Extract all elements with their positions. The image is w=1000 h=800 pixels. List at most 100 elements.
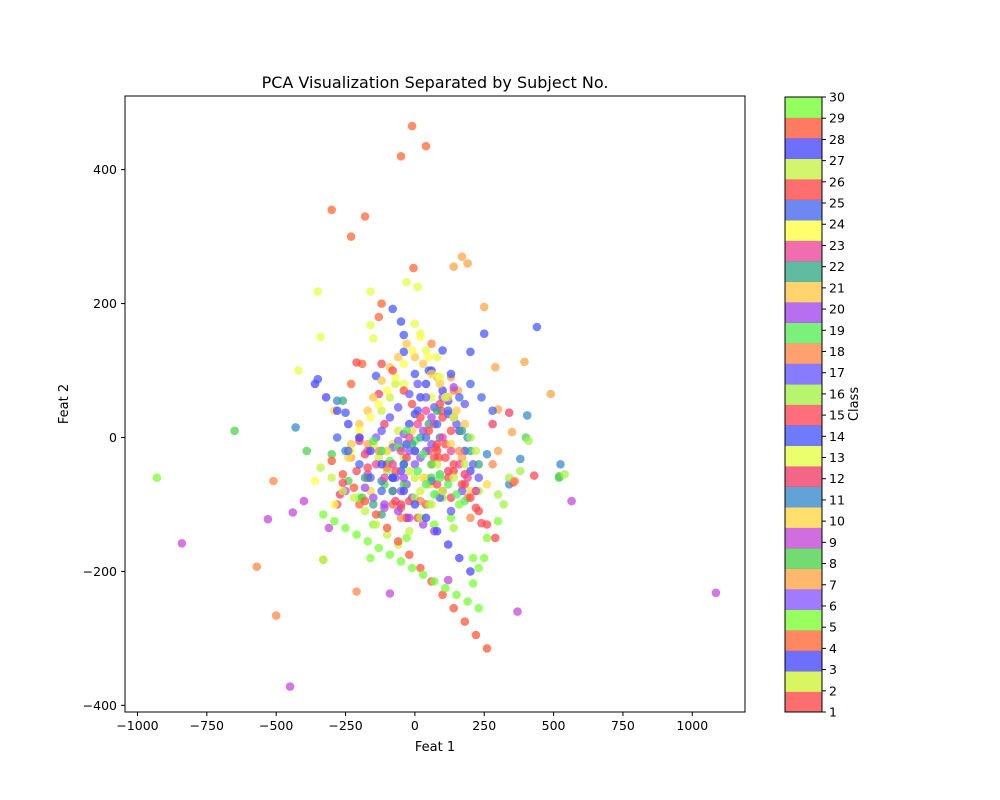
data-point-class-12: [396, 500, 406, 509]
data-point-class-26: [466, 493, 475, 503]
colorbar-segment: [785, 322, 822, 344]
data-point-class-8: [302, 446, 312, 456]
colorbar-tick-label: 25: [829, 196, 845, 211]
colorbar-tick-label: 2: [829, 683, 837, 698]
data-point-class-2: [385, 393, 395, 402]
colorbar-tick-label: 6: [829, 598, 837, 613]
data-point-class-3: [421, 379, 431, 389]
colorbar-frame: [784, 96, 823, 713]
data-point-class-5: [479, 553, 489, 563]
data-point-class-18: [510, 476, 520, 486]
data-point-class-9: [443, 575, 453, 585]
data-point-class-28: [466, 567, 475, 576]
x-tick-label: 500: [542, 718, 566, 733]
data-point-class-30: [363, 537, 373, 546]
data-point-class-18: [352, 587, 361, 596]
colorbar-segment: [785, 445, 822, 467]
colorbar-segment: [785, 527, 822, 549]
data-point-class-16: [516, 466, 525, 476]
data-point-class-29: [405, 550, 414, 559]
data-point-class-3: [405, 419, 414, 429]
data-point-class-15: [338, 478, 348, 488]
data-point-class-13: [413, 282, 423, 292]
colorbar-tick-label: 16: [829, 386, 845, 401]
colorbar-segment: [785, 220, 822, 241]
colorbar-segment: [785, 302, 822, 323]
data-point-class-21: [355, 419, 364, 429]
data-point-class-28: [332, 406, 342, 416]
data-point-class-18: [488, 460, 497, 469]
data-point-class-26: [449, 466, 459, 476]
colorbar-label: Class: [847, 387, 862, 421]
colorbar-tick-label: 28: [829, 132, 845, 147]
data-point-class-19: [413, 466, 423, 476]
data-point-class-4: [407, 121, 417, 131]
colorbar-segment: [785, 568, 822, 590]
data-point-class-28: [366, 446, 375, 456]
data-point-class-26: [377, 359, 386, 369]
data-point-class-5: [152, 473, 162, 483]
data-point-class-24: [355, 426, 364, 436]
data-point-class-30: [463, 597, 472, 606]
data-point-class-20: [399, 473, 409, 483]
data-point-class-19: [402, 426, 411, 436]
data-point-class-24: [449, 413, 459, 422]
data-point-class-14: [388, 304, 398, 314]
data-point-class-28: [455, 553, 464, 563]
data-point-class-29: [349, 483, 359, 493]
data-point-class-27: [405, 526, 414, 536]
data-point-class-29: [327, 456, 337, 466]
data-point-class-28: [432, 526, 442, 536]
data-point-class-14: [410, 369, 420, 379]
data-point-class-23: [405, 433, 414, 442]
data-point-class-13: [402, 277, 411, 287]
data-point-class-22: [474, 460, 484, 469]
data-point-class-26: [416, 413, 425, 422]
y-tick-label: 200: [93, 296, 117, 311]
data-point-class-18: [466, 513, 475, 523]
data-point-class-5: [474, 563, 484, 573]
data-point-class-17: [446, 506, 456, 516]
data-point-class-26: [388, 366, 398, 375]
data-point-class-29: [482, 644, 492, 653]
data-point-class-26: [399, 386, 409, 395]
y-axis-label: Feat 2: [57, 384, 72, 424]
data-point-class-10: [446, 439, 456, 449]
data-point-class-24: [432, 372, 442, 382]
colorbar-segment: [785, 609, 822, 631]
colorbar-segment: [785, 97, 822, 118]
data-point-class-5: [482, 533, 492, 543]
data-point-class-20: [393, 506, 403, 516]
colorbar-segment: [785, 179, 822, 200]
data-point-class-29: [360, 496, 370, 506]
data-point-class-14: [438, 346, 447, 355]
data-point-class-11: [522, 411, 532, 420]
data-point-class-11: [482, 449, 492, 459]
data-point-class-22: [369, 500, 378, 509]
data-point-class-25: [477, 393, 486, 402]
data-point-class-20: [405, 513, 414, 523]
data-point-class-24: [310, 476, 320, 486]
data-point-class-30: [452, 590, 461, 600]
data-point-class-15: [391, 466, 400, 476]
colorbar-tick-label: 22: [829, 259, 845, 274]
data-point-class-19: [435, 473, 445, 483]
data-point-class-26: [407, 399, 417, 409]
data-point-class-27: [371, 520, 381, 529]
colorbar-tick-label: 27: [829, 153, 845, 168]
data-point-class-28: [321, 393, 331, 402]
data-point-class-5: [366, 553, 375, 563]
data-point-class-20: [360, 483, 370, 493]
data-point-class-28: [443, 540, 453, 549]
colorbar-tick-label: 8: [829, 556, 837, 571]
data-point-class-18: [271, 611, 281, 620]
y-axis: −400 −200 0 200 400: [83, 162, 125, 713]
data-point-class-13: [421, 346, 431, 355]
data-point-class-3: [438, 386, 447, 395]
data-point-class-30: [330, 516, 339, 526]
data-point-class-25: [410, 446, 420, 456]
data-point-class-26: [441, 453, 450, 462]
colorbar: 1234567891011121314151617181920212223242…: [784, 90, 845, 720]
x-tick-label: 0: [411, 718, 419, 733]
